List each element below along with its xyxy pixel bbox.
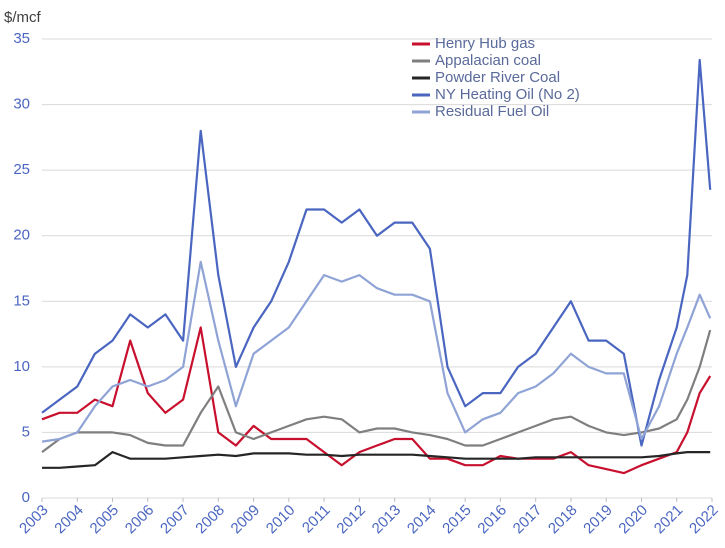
x-tick-label: 2015 — [439, 502, 475, 538]
series-line — [41, 326, 712, 475]
y-tick-label: 25 — [13, 161, 30, 178]
x-tick-label: 2018 — [545, 502, 581, 538]
y-tick-label: 35 — [13, 30, 30, 47]
x-tick-label: 2010 — [263, 502, 299, 538]
x-tick-label: 2012 — [333, 502, 369, 538]
x-tick-label: 2013 — [369, 502, 405, 538]
x-tick-label: 2017 — [510, 502, 546, 538]
series-line — [41, 260, 712, 443]
x-tick-label: 2019 — [580, 502, 616, 538]
series-line — [41, 329, 712, 453]
y-tick-label: 20 — [13, 227, 30, 244]
x-tick-label: 2008 — [192, 502, 228, 538]
y-tick-label: 10 — [13, 358, 30, 375]
x-tick-label: 2016 — [474, 502, 510, 538]
y-axis-label: $/mcf — [4, 9, 42, 26]
x-tick-label: 2006 — [122, 502, 158, 538]
x-tick-label: 2020 — [615, 502, 651, 538]
x-tick-label: 2014 — [404, 502, 440, 538]
legend-label: Henry Hub gas — [435, 35, 535, 52]
legend-label: Residual Fuel Oil — [435, 103, 549, 120]
series-line — [42, 451, 711, 469]
x-tick-label: 2007 — [157, 502, 193, 538]
x-tick-label: 2004 — [51, 502, 87, 538]
legend-label: NY Heating Oil (No 2) — [435, 86, 580, 103]
x-tick-label: 2021 — [651, 502, 687, 538]
y-tick-label: 0 — [22, 489, 30, 506]
series-line — [41, 58, 712, 447]
y-tick-label: 5 — [22, 423, 30, 440]
x-tick-label: 2005 — [87, 502, 123, 538]
y-tick-label: 15 — [13, 292, 30, 309]
x-tick-label: 2011 — [299, 502, 334, 537]
x-tick-label: 2003 — [16, 502, 52, 538]
legend-label: Powder River Coal — [435, 69, 560, 86]
legend-label: Appalacian coal — [435, 52, 541, 69]
x-tick-label: 2022 — [686, 502, 722, 538]
x-tick-label: 2009 — [228, 502, 264, 538]
y-tick-label: 30 — [13, 96, 30, 113]
